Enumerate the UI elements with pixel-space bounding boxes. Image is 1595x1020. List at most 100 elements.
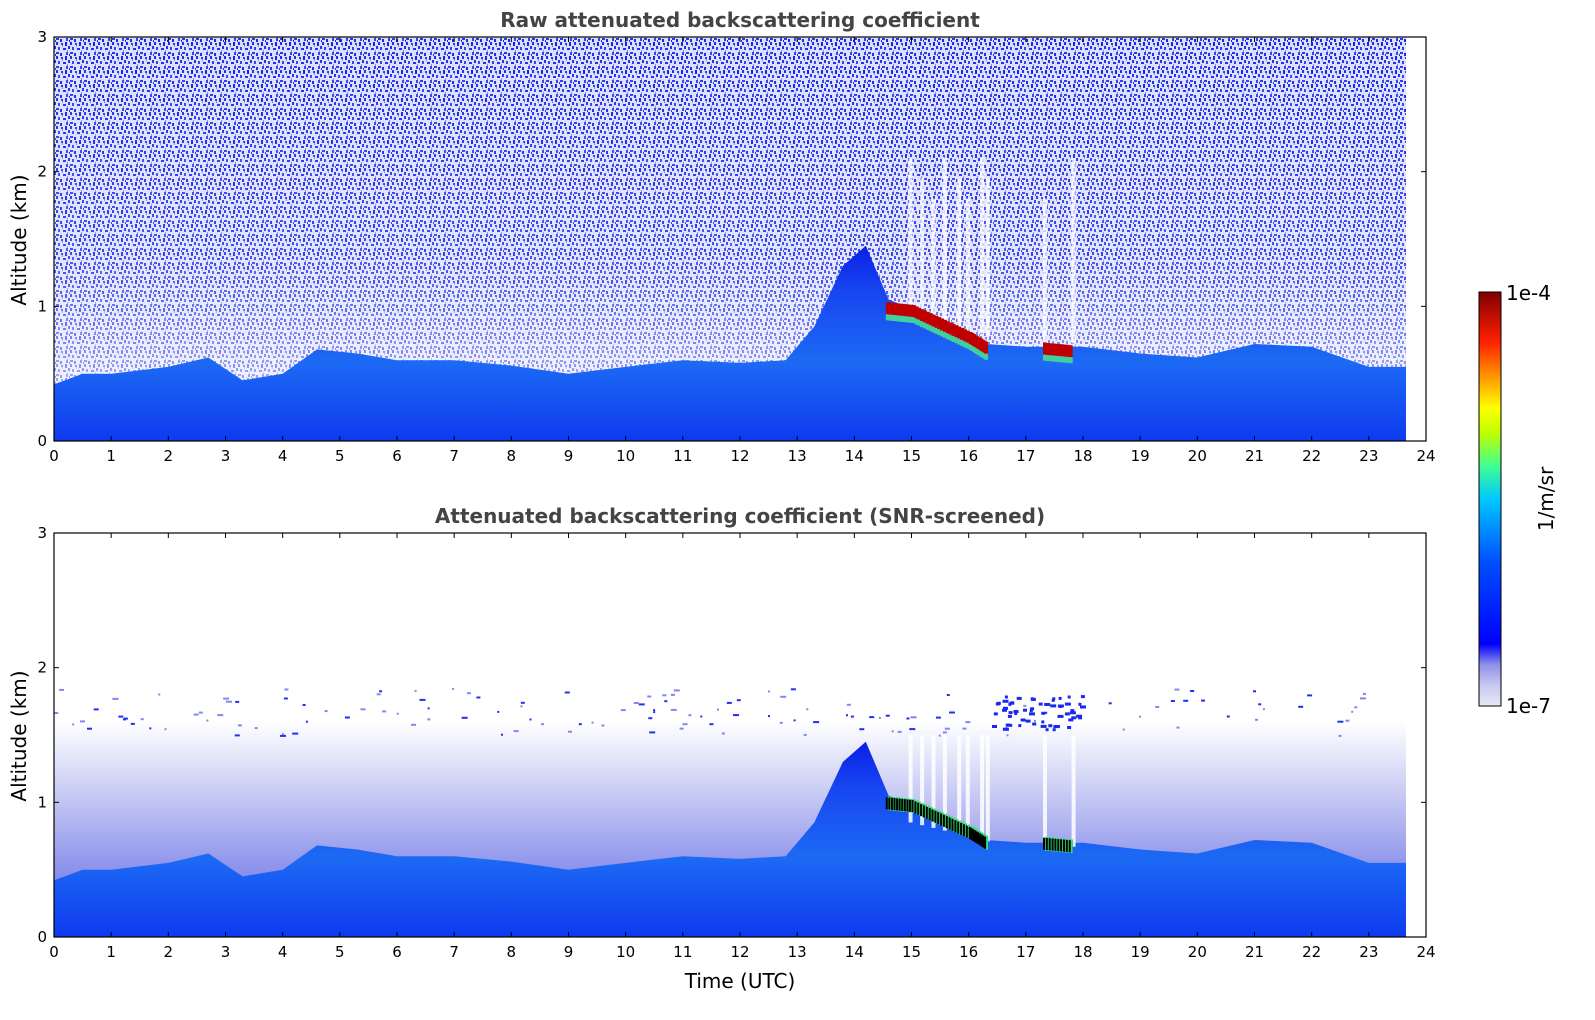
screened-backscatter-panel: Attenuated backscattering coefficient (S… [7, 504, 1436, 993]
cloud-cell-edge [940, 330, 945, 337]
speckle [1298, 705, 1304, 708]
x-tick-label: 8 [507, 447, 517, 465]
speckle [427, 718, 431, 721]
cloud-cell [890, 302, 895, 315]
cloud-cell [928, 313, 933, 326]
speckle [946, 694, 950, 696]
cloud-cell-edge [928, 325, 933, 332]
cloud-cell-edge [885, 314, 890, 321]
speckle [709, 723, 714, 726]
speckle [411, 723, 416, 726]
speckle [1069, 711, 1076, 715]
speckle [726, 701, 732, 704]
speckle [1226, 715, 1230, 718]
speckle [1052, 728, 1056, 732]
speckle [1122, 728, 1125, 731]
screened-panel-title: Attenuated backscattering coefficient (S… [435, 504, 1045, 528]
speckle [80, 720, 85, 723]
speckle [846, 703, 851, 706]
clear-streak [931, 735, 936, 828]
x-tick-label: 16 [959, 447, 978, 465]
screened-cloud-layer [885, 796, 1073, 854]
speckle [591, 721, 594, 724]
raw-heatmap [54, 37, 1406, 441]
screened-boundary-layer [54, 741, 1406, 937]
speckle [324, 710, 328, 713]
cloud-cell [1065, 344, 1070, 357]
cloud-cell [917, 307, 922, 320]
speckle [670, 693, 675, 696]
cloud-cell-edge [922, 322, 927, 329]
speckle [601, 724, 605, 727]
speckle [235, 700, 240, 703]
speckle [1057, 714, 1064, 718]
speckle [1078, 716, 1082, 720]
speckle [198, 711, 203, 714]
speckle [717, 708, 719, 711]
raw-clear-streaks [908, 158, 1076, 344]
cloud-cell [896, 303, 901, 316]
speckle [360, 708, 366, 711]
speckle [633, 702, 639, 704]
speckle [87, 727, 92, 730]
cloud-cell [937, 317, 942, 330]
clear-streak [980, 158, 985, 334]
x-tick-label: 2 [164, 943, 174, 961]
speckle [813, 721, 820, 724]
speckle [419, 698, 426, 701]
speckle [700, 715, 703, 718]
speckle [1004, 695, 1008, 699]
cloud-cell [1068, 345, 1073, 358]
clear-streak [942, 735, 947, 831]
cloud-cell-edge [901, 315, 906, 322]
cloud-cell-edge [931, 326, 936, 333]
cloud-cell-edge [890, 314, 895, 321]
x-tick-label: 14 [845, 447, 864, 465]
speckle [1255, 718, 1258, 721]
x-tick-label: 13 [788, 447, 807, 465]
speckle [284, 688, 289, 691]
cloud-cell-edge [1051, 355, 1056, 362]
speckle [1176, 726, 1180, 729]
clear-streak [1043, 198, 1047, 340]
x-tick-label: 4 [278, 943, 288, 961]
speckle [1170, 700, 1175, 702]
cloud-cell [914, 306, 919, 319]
clear-streak [965, 735, 970, 836]
x-tick-label: 10 [616, 447, 635, 465]
x-tick-label: 13 [788, 943, 807, 961]
cloud-cell-edge [1063, 356, 1067, 363]
x-tick-label: 10 [616, 943, 635, 961]
speckle [1002, 708, 1007, 712]
speckle [793, 719, 796, 722]
speckle [427, 707, 430, 710]
speckle [476, 696, 481, 699]
clear-streak [1071, 158, 1076, 344]
speckle [1067, 726, 1072, 729]
cloud-cell-edge [893, 315, 898, 322]
speckle [653, 711, 656, 714]
cloud-cell-edge [920, 321, 925, 328]
speckle [682, 723, 688, 726]
speckle [768, 715, 770, 718]
speckle [1362, 692, 1366, 695]
x-tick-label: 20 [1188, 447, 1207, 465]
raw-y-axis-label: Altitude (km) [7, 174, 31, 305]
speckle [992, 725, 997, 728]
clear-streak [1043, 735, 1047, 845]
speckle [305, 720, 308, 723]
speckle [1011, 701, 1014, 705]
cloud-cell-edge [957, 338, 962, 345]
speckle [909, 728, 916, 731]
speckle [1029, 712, 1035, 716]
speckle [1051, 698, 1055, 702]
speckle [234, 734, 240, 737]
cloud-cell [1060, 344, 1065, 357]
cloud-cell [942, 319, 947, 332]
speckle [376, 693, 381, 696]
clear-streak [920, 735, 925, 826]
cloud-cell [934, 315, 939, 328]
speckle [1034, 719, 1036, 722]
screened-clear-streaks [908, 735, 1076, 847]
